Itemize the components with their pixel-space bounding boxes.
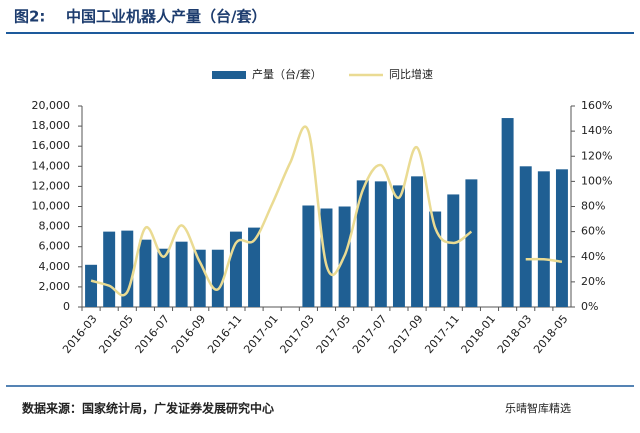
y-tick-label: 10,000 bbox=[32, 200, 71, 213]
bar bbox=[392, 185, 405, 307]
bar bbox=[211, 249, 224, 307]
y-tick-label: 0 bbox=[63, 300, 70, 313]
y2-tick-label: 140% bbox=[581, 124, 612, 137]
bar bbox=[447, 194, 460, 307]
x-tick-label: 2016-11 bbox=[205, 313, 245, 357]
y-tick-label: 16,000 bbox=[32, 139, 71, 152]
y-tick-label: 14,000 bbox=[32, 159, 71, 172]
y2-tick-label: 100% bbox=[581, 174, 612, 187]
bar bbox=[411, 176, 424, 307]
legend-label: 同比增速 bbox=[389, 67, 433, 81]
y-tick-label: 4,000 bbox=[39, 260, 71, 273]
bar bbox=[374, 181, 387, 307]
y-tick-label: 20,000 bbox=[32, 99, 71, 112]
x-tick-label: 2016-03 bbox=[60, 313, 100, 357]
line bbox=[90, 125, 563, 297]
y-tick-label: 6,000 bbox=[39, 240, 71, 253]
bar bbox=[248, 227, 261, 307]
x-tick-label: 2018-01 bbox=[459, 313, 499, 357]
bar bbox=[229, 231, 242, 307]
x-tick-label: 2017-09 bbox=[386, 313, 426, 357]
bar bbox=[320, 208, 333, 307]
x-tick-label: 2018-03 bbox=[495, 313, 535, 357]
legend-swatch bbox=[212, 71, 246, 79]
bar bbox=[429, 211, 442, 307]
y-tick-label: 8,000 bbox=[39, 220, 71, 233]
figure-label: 图2: bbox=[14, 8, 45, 26]
x-tick-label: 2017-11 bbox=[422, 313, 462, 357]
bar bbox=[175, 241, 188, 307]
bar bbox=[139, 239, 152, 307]
y2-tick-label: 20% bbox=[581, 275, 605, 288]
x-tick-label: 2016-09 bbox=[169, 313, 209, 357]
bar bbox=[157, 248, 170, 307]
y2-tick-label: 60% bbox=[581, 225, 605, 238]
bar bbox=[121, 230, 134, 307]
y-tick-label: 18,000 bbox=[32, 119, 71, 132]
bar bbox=[103, 231, 116, 307]
y2-tick-label: 160% bbox=[581, 99, 612, 112]
x-tick-label: 2016-07 bbox=[133, 313, 173, 357]
y2-tick-label: 40% bbox=[581, 250, 605, 263]
bar bbox=[85, 264, 98, 307]
y2-tick-label: 80% bbox=[581, 200, 605, 213]
bar bbox=[555, 169, 568, 307]
bar bbox=[193, 249, 206, 307]
x-tick-label: 2017-05 bbox=[314, 313, 354, 357]
watermark: 乐晴智库精选 bbox=[505, 401, 571, 415]
x-tick-label: 2017-01 bbox=[241, 313, 281, 357]
x-tick-label: 2017-07 bbox=[350, 313, 390, 357]
x-tick-label: 2016-05 bbox=[96, 313, 136, 357]
x-tick-label: 2018-05 bbox=[531, 313, 571, 357]
bar bbox=[501, 118, 514, 307]
y2-tick-label: 0% bbox=[581, 300, 598, 313]
y-tick-label: 2,000 bbox=[39, 280, 71, 293]
legend-label: 产量（台/套） bbox=[252, 67, 322, 81]
bar bbox=[465, 179, 478, 307]
source: 数据来源：国家统计局，广发证券发展研究中心 bbox=[22, 401, 274, 416]
chart-title: 中国工业机器人产量（台/套） bbox=[66, 8, 266, 26]
bar bbox=[302, 205, 315, 307]
y-tick-label: 12,000 bbox=[32, 179, 71, 192]
y2-tick-label: 120% bbox=[581, 149, 612, 162]
bar bbox=[356, 180, 369, 307]
bar bbox=[537, 171, 550, 307]
bar bbox=[519, 166, 532, 307]
x-tick-label: 2017-03 bbox=[277, 313, 317, 357]
